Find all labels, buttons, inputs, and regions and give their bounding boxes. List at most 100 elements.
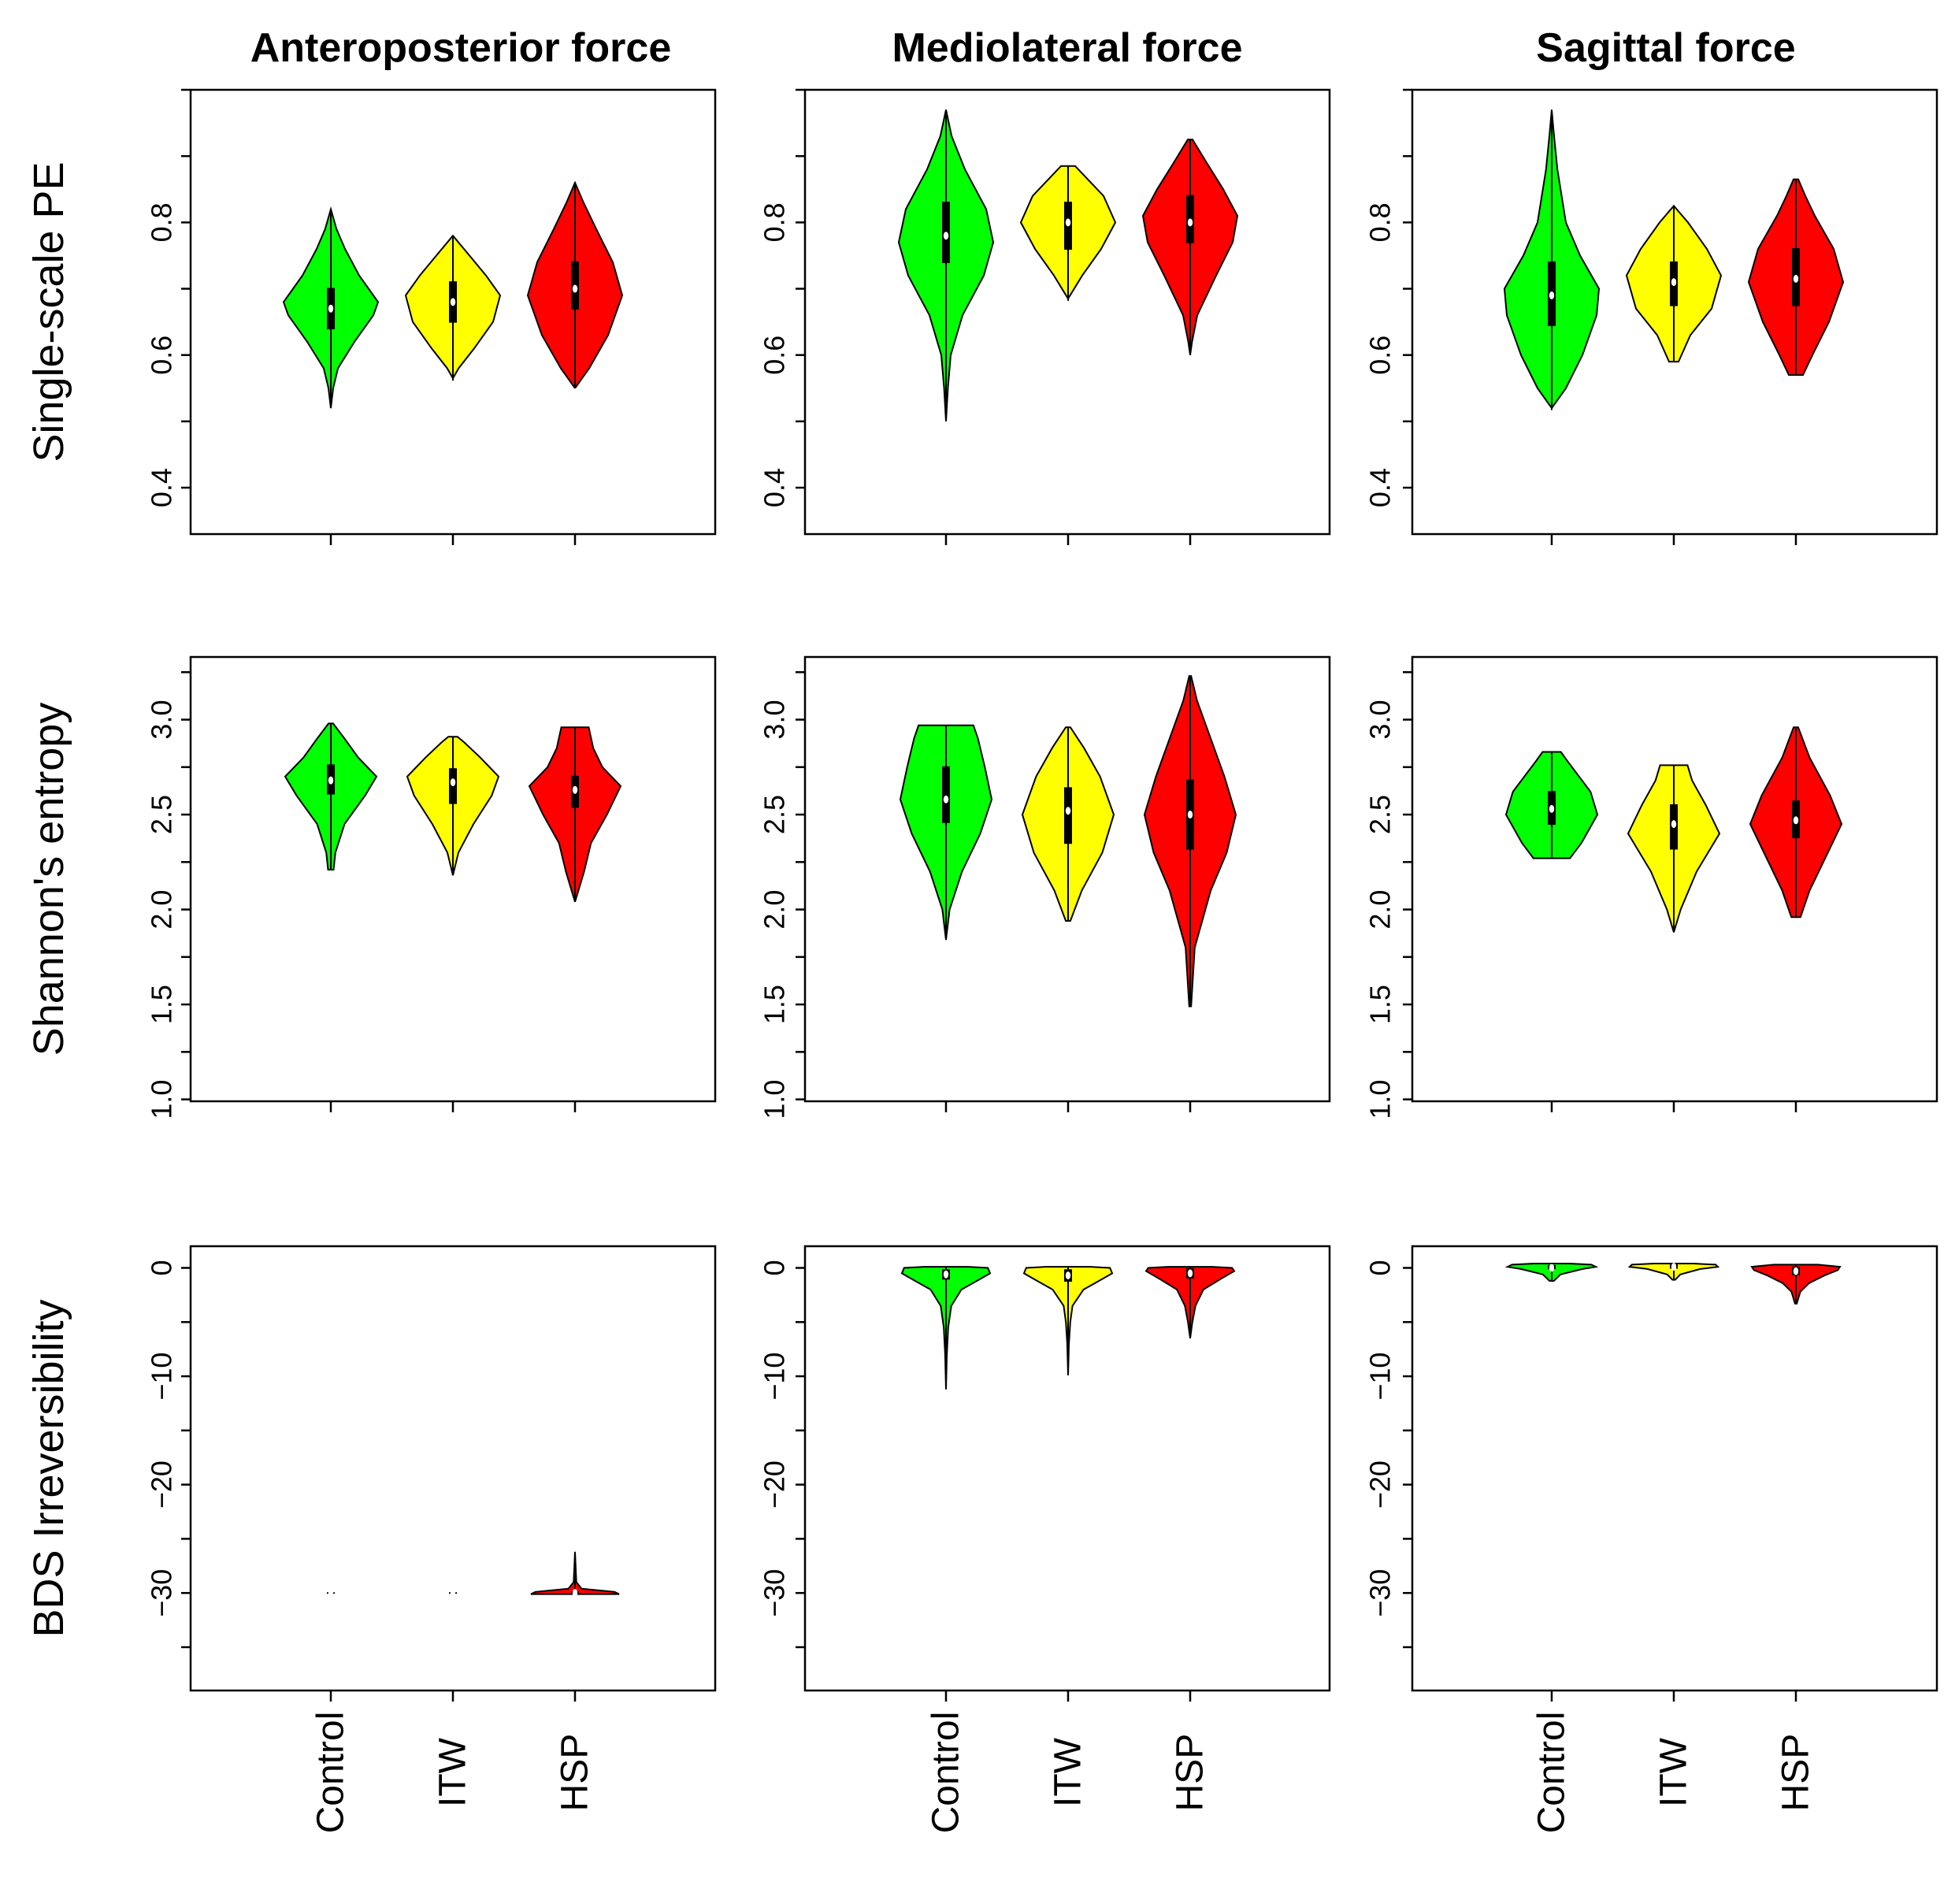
panel-r2-c2: −30 −20 −10 0 <box>1364 1245 1938 1702</box>
violin-itw <box>1022 1266 1114 1375</box>
plot-frame <box>1411 1245 1938 1692</box>
violin-median-point <box>450 298 456 306</box>
violin-median-point <box>1549 804 1555 813</box>
violin-hsp <box>526 180 624 389</box>
y-tick-label: −20 <box>146 1460 178 1509</box>
y-tick-label: −30 <box>1364 1569 1397 1617</box>
plot-frame <box>803 88 1331 536</box>
violin-hsp <box>1749 726 1843 919</box>
panel-r0-c0: 0.4 0.6 0.8 <box>146 88 717 545</box>
violin-hsp <box>1747 178 1845 377</box>
panel-r1-c2: 1.0 1.5 2.0 2.5 3.0 <box>1364 655 1938 1119</box>
violin-itw <box>1625 204 1723 363</box>
violin-hsp <box>1143 675 1237 1008</box>
panel-r0-c1: 0.4 0.6 0.8 <box>759 88 1331 545</box>
violin-median-point <box>1065 807 1071 815</box>
category-label-itw: ITW <box>1653 1737 1695 1807</box>
violin-median-point <box>1187 811 1193 819</box>
row-label-single-scale-pe: Single-scale PE <box>25 161 72 462</box>
violin-itw <box>449 1589 457 1598</box>
y-tick-label: 2.5 <box>1364 795 1397 834</box>
y-tick-label: −30 <box>146 1569 178 1617</box>
y-tick-label: 2.0 <box>146 890 178 930</box>
category-label-itw: ITW <box>1048 1737 1089 1807</box>
violin-iqr-box <box>1064 787 1072 844</box>
row-label-bds-irreversibility: BDS Irreversibility <box>25 1299 72 1637</box>
violin-median-point <box>943 232 949 240</box>
violin-itw <box>1627 1263 1720 1281</box>
y-tick-label: 1.0 <box>146 1080 178 1119</box>
y-tick-label: 0.4 <box>1364 468 1397 507</box>
y-tick-label: −10 <box>146 1353 178 1401</box>
y-tick-label: 0.8 <box>1364 202 1397 242</box>
violin-hsp <box>1144 1266 1236 1339</box>
violin-hsp <box>1141 139 1239 355</box>
violin-control <box>900 1266 992 1390</box>
violin-median-point <box>943 795 949 804</box>
violin-control <box>1504 751 1599 859</box>
violin-itw <box>404 234 502 381</box>
row-label-shannon-s-entropy: Shannon's entropy <box>25 703 72 1056</box>
y-tick-label: 0.8 <box>759 202 791 242</box>
category-label-itw: ITW <box>432 1737 474 1807</box>
violin-itw <box>406 736 500 876</box>
column-title-sagittal-force: Sagittal force <box>1536 25 1795 71</box>
violin-median-point <box>328 1589 334 1598</box>
violin-hsp <box>528 726 622 903</box>
violin-itw <box>1019 165 1117 302</box>
y-tick-label: 2.5 <box>146 795 178 834</box>
y-tick-label: 0.6 <box>759 336 791 375</box>
violin-median-point <box>1065 218 1071 227</box>
y-tick-label: 3.0 <box>1364 700 1397 740</box>
violin-median-point <box>572 1589 578 1598</box>
violin-control <box>1503 109 1601 411</box>
plot-frame <box>189 655 717 1103</box>
violin-median-point <box>1793 274 1799 283</box>
category-label-control: Control <box>1531 1712 1573 1834</box>
y-tick-label: 2.0 <box>1364 890 1397 930</box>
y-tick-label: −10 <box>759 1353 791 1401</box>
violin-median-point <box>1549 291 1555 299</box>
violin-median-point <box>1187 218 1193 227</box>
panel-r2-c1: −30 −20 −10 0 <box>759 1245 1331 1702</box>
violin-iqr-box <box>942 766 950 823</box>
plot-frame <box>189 1245 717 1692</box>
y-tick-label: 0.6 <box>1364 336 1397 375</box>
violin-median-point <box>328 776 334 785</box>
violin-median-point <box>1671 278 1677 287</box>
category-label-hsp: HSP <box>1170 1734 1211 1812</box>
violin-hsp <box>1750 1264 1842 1305</box>
violin-median-point <box>328 304 334 313</box>
y-tick-label: −20 <box>759 1460 791 1509</box>
y-tick-label: 1.0 <box>759 1080 791 1119</box>
y-tick-label: 2.0 <box>759 890 791 930</box>
violin-control <box>282 206 380 409</box>
y-tick-label: −10 <box>1364 1353 1397 1401</box>
violin-control <box>897 109 995 421</box>
violin-median-point <box>1793 1267 1799 1275</box>
category-label-hsp: HSP <box>1775 1734 1817 1812</box>
y-tick-label: 0.4 <box>146 468 178 507</box>
y-tick-label: 0.6 <box>146 336 178 375</box>
violin-median-point <box>1671 1263 1677 1271</box>
y-tick-label: 1.0 <box>1364 1080 1397 1119</box>
violin-median-point <box>1671 820 1677 829</box>
y-tick-label: −30 <box>759 1569 791 1617</box>
violin-control <box>327 1589 335 1598</box>
y-tick-label: 1.5 <box>1364 985 1397 1024</box>
y-tick-label: 0.4 <box>759 468 791 507</box>
violin-median-point <box>572 785 578 794</box>
violin-median-point <box>450 1589 456 1598</box>
violin-hsp <box>530 1551 620 1598</box>
y-tick-label: 3.0 <box>759 700 791 740</box>
violin-median-point <box>1065 1271 1071 1280</box>
violin-median-point <box>943 1270 949 1279</box>
panel-r0-c2: 0.4 0.6 0.8 <box>1364 88 1938 545</box>
violin-median-point <box>450 778 456 787</box>
violin-median-point <box>572 284 578 293</box>
y-tick-label: 0.8 <box>146 202 178 242</box>
violin-itw <box>1021 726 1115 922</box>
violin-median-point <box>1793 816 1799 825</box>
violin-median-point <box>1187 1269 1193 1278</box>
